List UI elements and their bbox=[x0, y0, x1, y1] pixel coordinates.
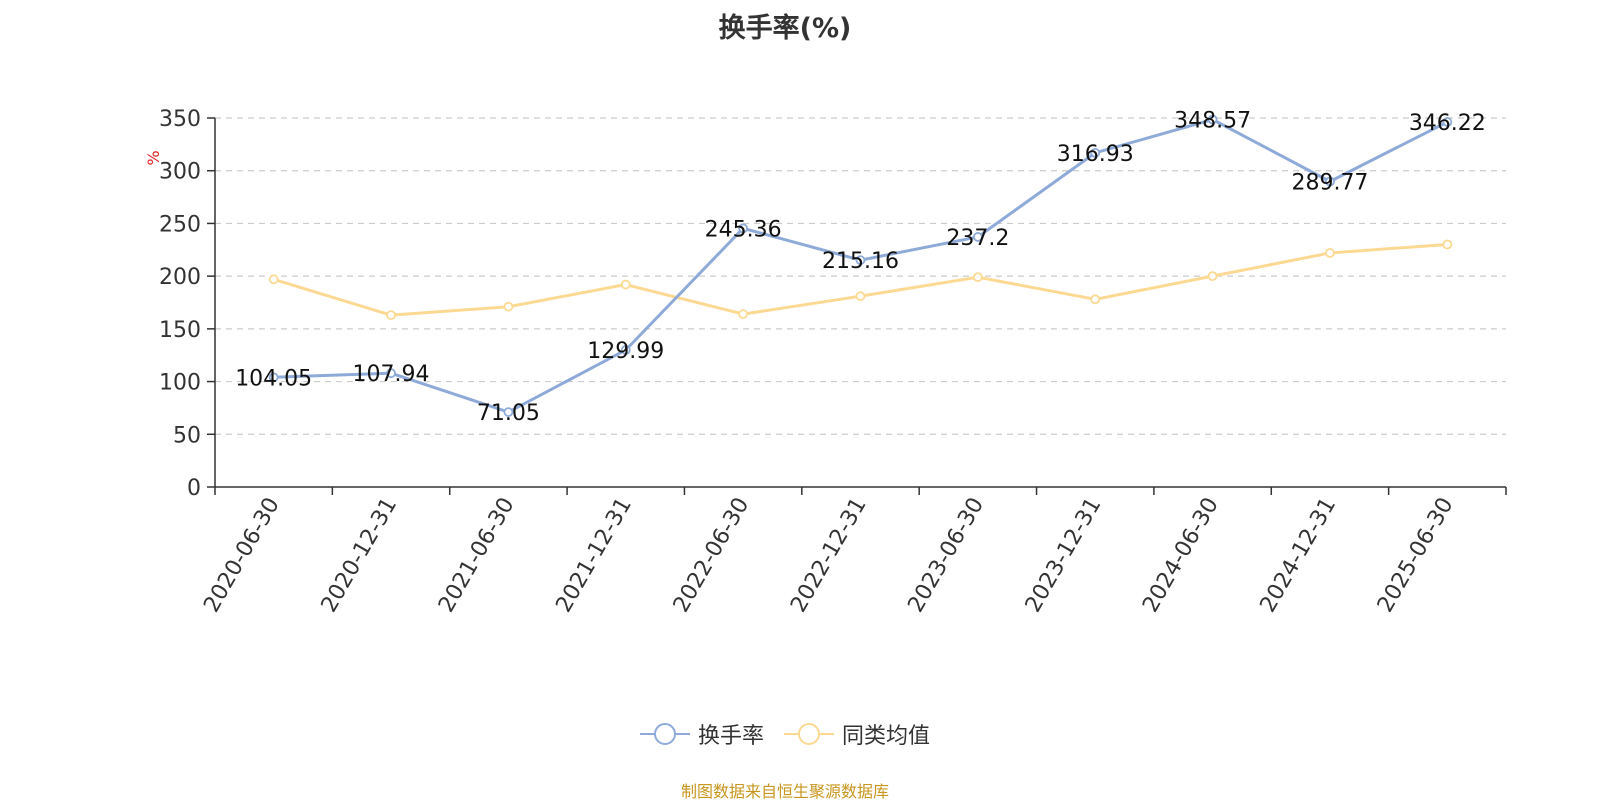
y-axis-label: % bbox=[144, 150, 163, 165]
legend-marker-icon bbox=[639, 723, 690, 745]
data-point bbox=[1090, 147, 1101, 158]
data-point bbox=[972, 272, 983, 283]
y-tick-label: 350 bbox=[159, 107, 201, 132]
data-label: 237.2 bbox=[946, 226, 1009, 251]
data-point bbox=[1207, 114, 1218, 125]
data-label: 104.05 bbox=[235, 366, 312, 391]
data-label: 215.16 bbox=[822, 249, 899, 274]
data-point bbox=[972, 232, 983, 242]
legend-item-0[interactable]: 换手率 bbox=[639, 718, 764, 750]
legend: 换手率 同类均值 bbox=[0, 718, 1570, 753]
x-tick-label: 2020-12-31 bbox=[317, 494, 403, 617]
source-note: 制图数据来自恒生聚源数据库 bbox=[680, 782, 889, 801]
data-point bbox=[855, 291, 866, 302]
x-tick-label: 2024-06-30 bbox=[1138, 494, 1224, 617]
data-label: 289.77 bbox=[1291, 170, 1368, 195]
data-point bbox=[620, 279, 631, 290]
legend-label: 换手率 bbox=[697, 724, 764, 749]
x-tick-label: 2022-06-30 bbox=[669, 494, 755, 617]
legend-circle bbox=[798, 723, 820, 745]
y-tick-label: 150 bbox=[159, 318, 201, 343]
data-point bbox=[268, 274, 279, 285]
x-tick-label: 2024-12-31 bbox=[1256, 494, 1342, 617]
data-label: 107.94 bbox=[353, 362, 430, 387]
data-point bbox=[268, 372, 279, 383]
data-point bbox=[1325, 176, 1335, 187]
y-tick-label: 300 bbox=[159, 160, 201, 185]
y-tick-label: 50 bbox=[173, 423, 201, 448]
y-tick-label: 100 bbox=[159, 371, 201, 396]
legend-circle bbox=[653, 723, 676, 745]
data-point bbox=[1442, 239, 1453, 250]
data-point bbox=[1325, 248, 1335, 258]
data-point bbox=[620, 345, 631, 355]
x-tick-label: 2020-06-30 bbox=[199, 494, 285, 617]
chart-title: 换手率(%) bbox=[718, 13, 852, 44]
x-tick-label: 2023-06-30 bbox=[903, 494, 989, 617]
data-label: 245.36 bbox=[705, 217, 782, 242]
data-label: 129.99 bbox=[587, 339, 664, 364]
data-label: 346.22 bbox=[1409, 111, 1486, 136]
data-label: 71.05 bbox=[477, 401, 540, 426]
data-point bbox=[738, 309, 749, 319]
data-point bbox=[855, 255, 866, 266]
legend-marker-icon bbox=[784, 723, 834, 745]
data-point bbox=[1090, 294, 1101, 305]
data-label: 348.57 bbox=[1174, 109, 1251, 134]
data-point bbox=[503, 407, 514, 417]
data-label: 316.93 bbox=[1057, 142, 1134, 167]
data-point bbox=[386, 310, 396, 321]
data-point bbox=[1442, 117, 1453, 127]
data-point bbox=[738, 223, 749, 234]
legend-label: 同类均值 bbox=[842, 724, 931, 749]
legend-item-1[interactable]: 同类均值 bbox=[784, 718, 930, 750]
x-tick-label: 2021-12-31 bbox=[551, 494, 637, 617]
data-point bbox=[503, 301, 514, 312]
x-tick-label: 2023-12-31 bbox=[1021, 494, 1107, 617]
y-tick-label: 250 bbox=[159, 212, 201, 237]
x-tick-label: 2021-06-30 bbox=[434, 494, 520, 617]
y-tick-label: 0 bbox=[187, 476, 201, 501]
data-point bbox=[1207, 271, 1218, 282]
data-point bbox=[386, 368, 396, 379]
x-tick-label: 2022-12-31 bbox=[786, 494, 872, 617]
y-tick-label: 200 bbox=[159, 265, 201, 290]
x-tick-label: 2025-06-30 bbox=[1373, 494, 1459, 617]
